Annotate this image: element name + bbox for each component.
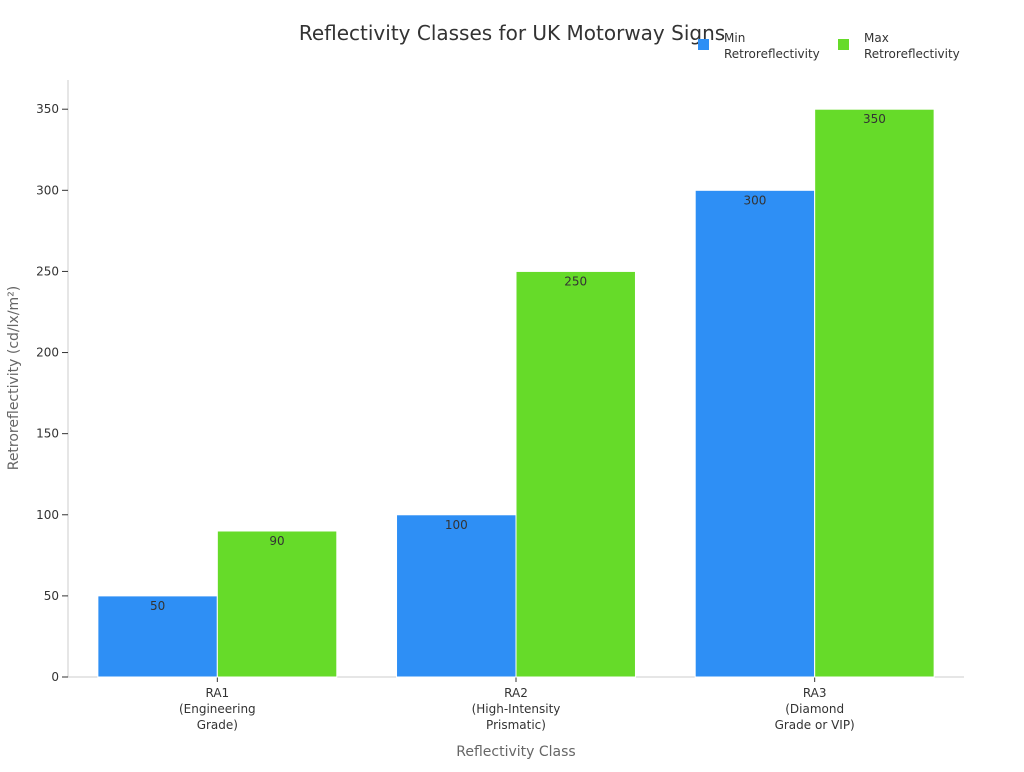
y-tick-label: 50 — [44, 589, 59, 603]
y-tick-label: 250 — [36, 264, 59, 278]
legend-swatch — [698, 39, 709, 50]
bars — [97, 108, 935, 678]
y-tick-label: 300 — [36, 183, 59, 197]
x-axis-label: Reflectivity Class — [456, 744, 575, 760]
x-tick-label: RA1 (Engineering Grade) — [179, 686, 256, 732]
legend-label: Min Retroreflectivity — [724, 31, 820, 61]
bar — [97, 595, 218, 678]
y-tick-label: 150 — [36, 427, 59, 441]
x-axis: RA1 (Engineering Grade) RA2 (High-Intensity P… — [68, 676, 964, 732]
y-tick-label: 100 — [36, 508, 59, 522]
chart-title: Reflectivity Classes for UK Motorway Sig… — [299, 21, 725, 45]
bar-value-label: 300 — [743, 193, 766, 207]
y-tick-label: 350 — [36, 102, 59, 116]
bar — [814, 108, 935, 678]
bar-value-label: 100 — [445, 518, 468, 532]
legend-item: Min Retroreflectivity — [698, 31, 820, 61]
y-axis-label: Retroreflectivity (cd/lx/m²) — [6, 286, 22, 471]
x-tick-label: RA2 (High-Intensity Prismatic) — [472, 686, 561, 732]
bar-value-label: 250 — [564, 274, 587, 288]
x-tick-label: RA3 (Diamond Grade or VIP) — [775, 686, 855, 732]
y-tick-label: 0 — [51, 670, 59, 684]
legend-label: Max Retroreflectivity — [864, 31, 960, 61]
legend-item: Max Retroreflectivity — [838, 31, 960, 61]
bar-value-label: 90 — [269, 534, 284, 548]
bar — [396, 514, 517, 678]
y-axis: 0 50 100 150 200 250 300 350 — [36, 80, 69, 684]
bar-value-label: 50 — [150, 599, 165, 613]
y-tick-label: 200 — [36, 346, 59, 360]
bar — [216, 530, 338, 678]
data-labels: 50 90 100 250 300 350 — [150, 112, 886, 613]
legend: Min Retroreflectivity Max Retroreflectivity — [698, 31, 960, 61]
bar-value-label: 350 — [863, 112, 886, 126]
bar — [694, 189, 816, 678]
bar — [515, 270, 636, 678]
legend-swatch — [838, 39, 849, 50]
